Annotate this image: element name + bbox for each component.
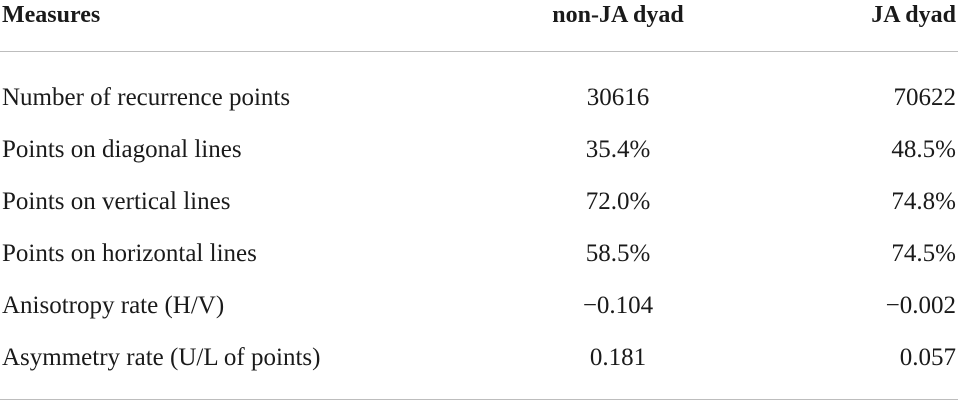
ja-value-cell: 74.5% xyxy=(891,240,956,267)
table-row: Number of recurrence points 30616 70622 xyxy=(0,83,958,113)
bottom-divider xyxy=(0,399,958,400)
header-ja-dyad: JA dyad xyxy=(871,2,956,28)
measure-cell: Points on diagonal lines xyxy=(2,136,242,163)
non-ja-value-cell: 35.4% xyxy=(585,136,651,163)
table-row: Points on horizontal lines 58.5% 74.5% xyxy=(0,239,958,269)
table-row: Points on vertical lines 72.0% 74.8% xyxy=(0,187,958,217)
ja-value-cell: 70622 xyxy=(893,84,957,111)
measure-cell: Points on vertical lines xyxy=(2,188,231,215)
header-divider xyxy=(0,51,958,52)
measure-cell: Number of recurrence points xyxy=(2,84,291,111)
measure-cell: Points on horizontal lines xyxy=(2,240,257,267)
ja-value-cell: 74.8% xyxy=(891,188,956,215)
non-ja-value-cell: 58.5% xyxy=(585,240,651,267)
ja-value-cell: 48.5% xyxy=(891,136,956,163)
measure-cell: Anisotropy rate (H/V) xyxy=(2,292,225,319)
ja-value-cell: 0.057 xyxy=(899,344,956,371)
table-row: Anisotropy rate (H/V) −0.104 −0.002 xyxy=(0,291,958,321)
header-measures: Measures xyxy=(2,2,101,28)
table-header-row: Measures non-JA dyad JA dyad xyxy=(0,0,958,30)
non-ja-value-cell: 72.0% xyxy=(585,188,651,215)
measure-cell: Asymmetry rate (U/L of points) xyxy=(2,344,321,371)
header-non-ja-dyad: non-JA dyad xyxy=(552,2,684,28)
table-row: Points on diagonal lines 35.4% 48.5% xyxy=(0,135,958,165)
ja-value-cell: −0.002 xyxy=(885,292,956,319)
non-ja-value-cell: −0.104 xyxy=(582,292,654,319)
table-row: Asymmetry rate (U/L of points) 0.181 0.0… xyxy=(0,343,958,373)
non-ja-value-cell: 0.181 xyxy=(589,344,647,371)
non-ja-value-cell: 30616 xyxy=(586,84,650,111)
